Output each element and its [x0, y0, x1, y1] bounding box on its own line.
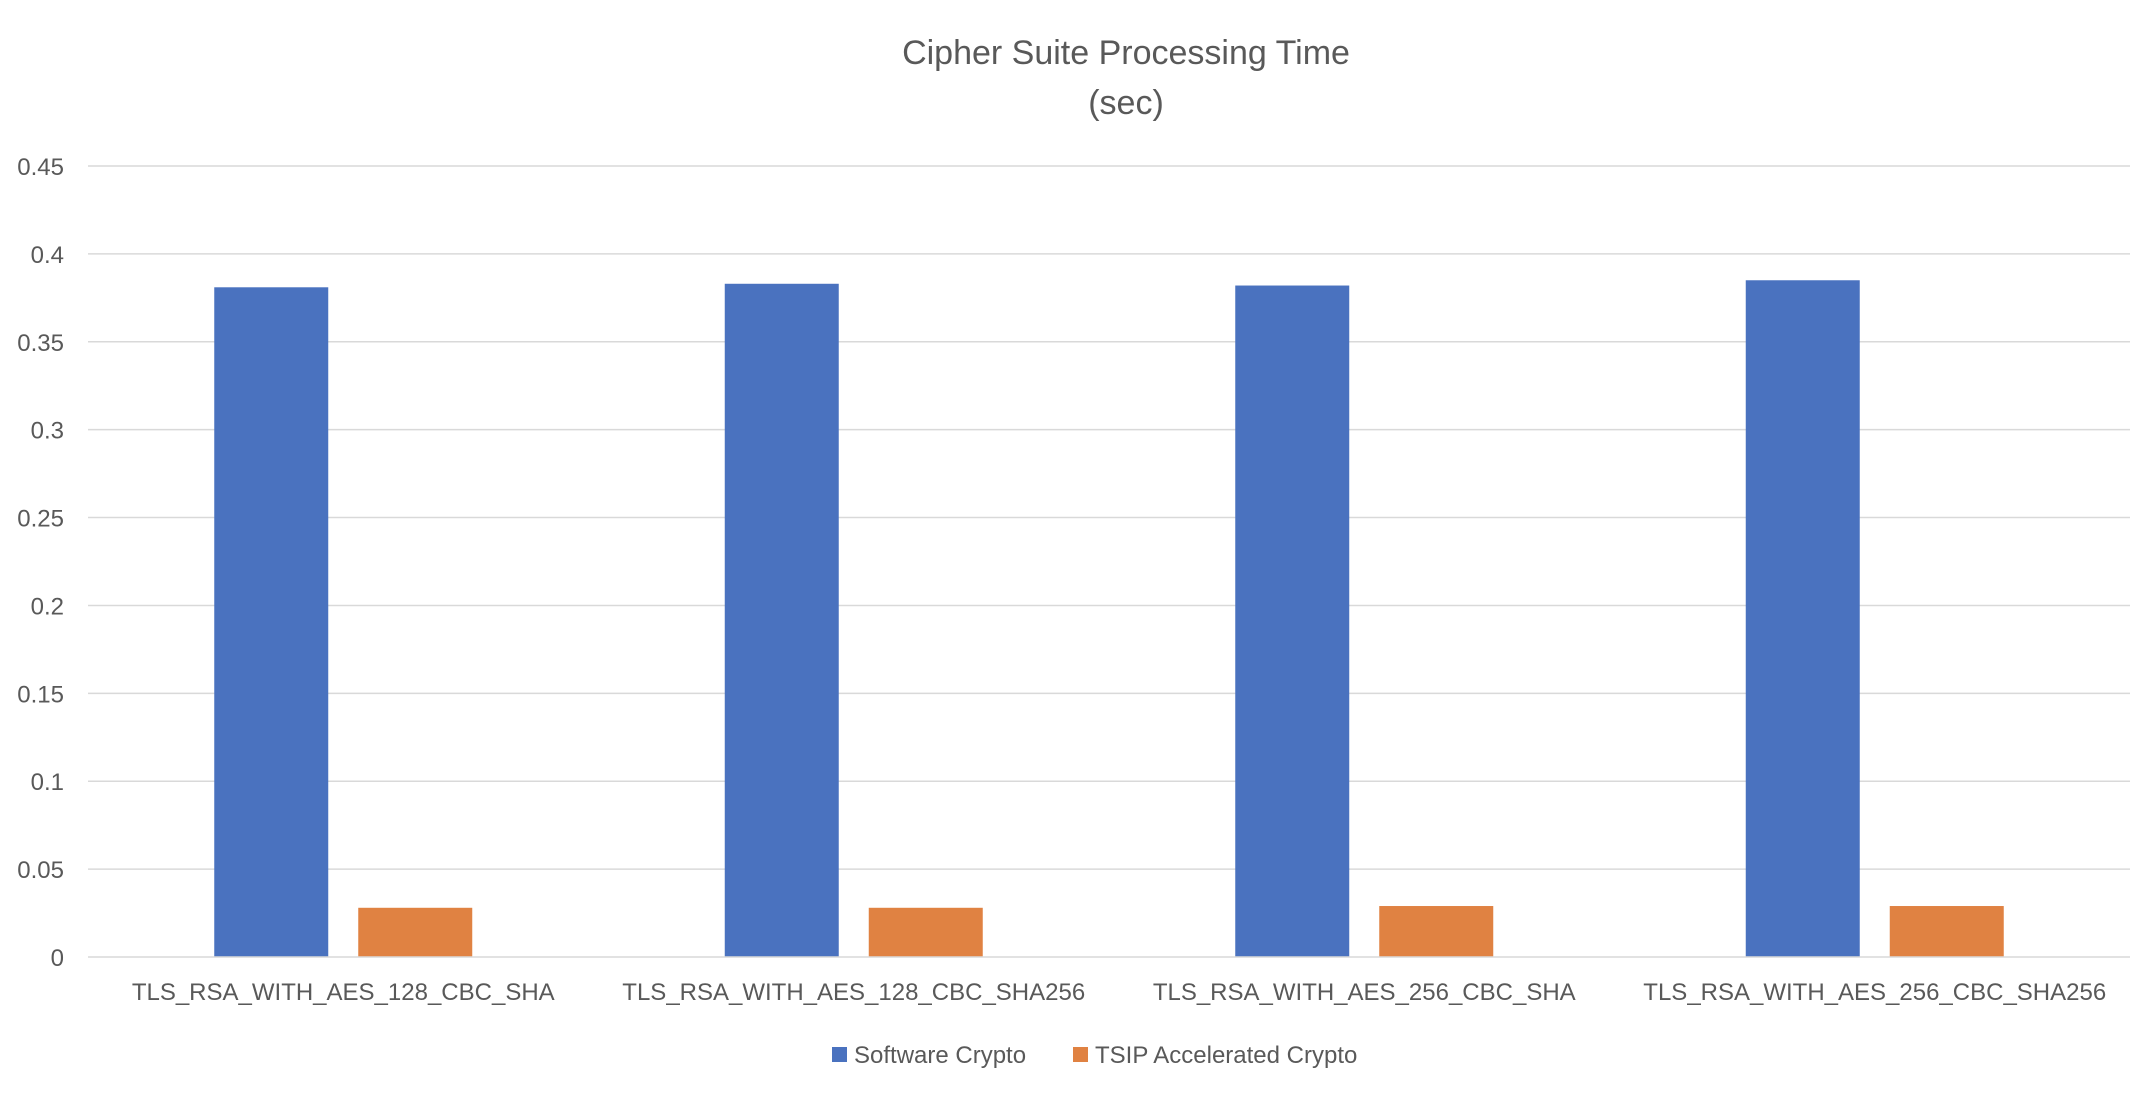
y-tick-label: 0.45	[17, 154, 64, 181]
bar-tsip-accelerated-crypto	[1379, 906, 1494, 957]
x-tick-label: TLS_RSA_WITH_AES_128_CBC_SHA	[132, 979, 555, 1006]
x-axis-ticks: TLS_RSA_WITH_AES_128_CBC_SHA TLS_RSA_WITH…	[132, 979, 2106, 1006]
y-tick-label: 0.35	[17, 330, 64, 357]
legend-swatch	[832, 1047, 847, 1062]
legend-label: TSIP Accelerated Crypto	[1095, 1042, 1357, 1069]
x-tick-label: TLS_RSA_WITH_AES_128_CBC_SHA256	[622, 979, 1085, 1006]
y-tick-label: 0.1	[31, 769, 64, 796]
y-tick-label: 0.2	[31, 593, 64, 620]
bar-software-crypto	[214, 287, 329, 958]
bar-software-crypto	[724, 283, 839, 957]
bar-tsip-accelerated-crypto	[868, 907, 983, 957]
bars	[214, 280, 2004, 958]
chart-title: Cipher Suite Processing Time	[902, 34, 1350, 72]
bar-tsip-accelerated-crypto	[1889, 906, 2004, 957]
bar-software-crypto	[1745, 280, 1860, 957]
chart-subtitle: (sec)	[1088, 84, 1164, 122]
y-tick-label: 0.15	[17, 681, 64, 708]
legend-label: Software Crypto	[854, 1042, 1026, 1069]
y-tick-label: 0.05	[17, 857, 64, 884]
y-tick-label: 0.4	[31, 242, 64, 269]
x-tick-label: TLS_RSA_WITH_AES_256_CBC_SHA256	[1643, 979, 2106, 1006]
y-axis-ticks: 0 0.05 0.1 0.15 0.2 0.25 0.3 0.35 0.4 0.45	[17, 154, 64, 972]
y-tick-label: 0	[51, 945, 64, 972]
legend: Software Crypto TSIP Accelerated Crypto	[832, 1042, 1357, 1069]
y-tick-label: 0.25	[17, 506, 64, 533]
legend-swatch	[1073, 1047, 1088, 1062]
bar-software-crypto	[1235, 285, 1350, 957]
y-tick-label: 0.3	[31, 418, 64, 445]
x-tick-label: TLS_RSA_WITH_AES_256_CBC_SHA	[1153, 979, 1576, 1006]
bar-tsip-accelerated-crypto	[358, 907, 473, 957]
